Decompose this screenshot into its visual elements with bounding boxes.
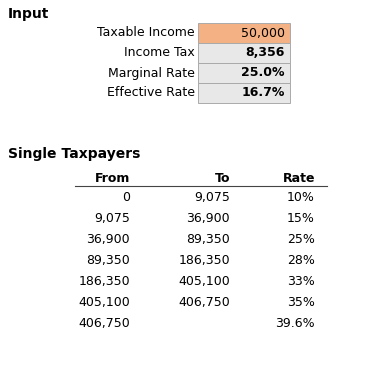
Text: Income Tax: Income Tax <box>124 46 195 59</box>
Bar <box>198 43 290 63</box>
Text: Rate: Rate <box>282 172 315 185</box>
Text: 8,356: 8,356 <box>246 46 285 59</box>
Text: 10%: 10% <box>287 191 315 204</box>
Text: 25%: 25% <box>287 233 315 246</box>
Bar <box>198 83 290 103</box>
Text: Input: Input <box>8 7 50 21</box>
Bar <box>198 63 290 83</box>
Text: 36,900: 36,900 <box>86 233 130 246</box>
Text: 406,750: 406,750 <box>78 317 130 330</box>
Text: 25.0%: 25.0% <box>241 66 285 80</box>
Text: 39.6%: 39.6% <box>275 317 315 330</box>
Text: 186,350: 186,350 <box>78 275 130 288</box>
Text: 89,350: 89,350 <box>186 233 230 246</box>
Text: Single Taxpayers: Single Taxpayers <box>8 147 140 161</box>
Text: 35%: 35% <box>287 296 315 309</box>
Text: From: From <box>95 172 130 185</box>
Text: 50,000: 50,000 <box>241 27 285 39</box>
Text: 186,350: 186,350 <box>178 254 230 267</box>
Text: 15%: 15% <box>287 212 315 225</box>
Text: 405,100: 405,100 <box>78 296 130 309</box>
Text: Taxable Income: Taxable Income <box>98 27 195 39</box>
Text: 89,350: 89,350 <box>86 254 130 267</box>
Text: Marginal Rate: Marginal Rate <box>108 66 195 80</box>
Text: To: To <box>215 172 230 185</box>
Bar <box>198 23 290 43</box>
Text: 36,900: 36,900 <box>186 212 230 225</box>
Text: 9,075: 9,075 <box>194 191 230 204</box>
Text: 0: 0 <box>122 191 130 204</box>
Text: Effective Rate: Effective Rate <box>107 87 195 100</box>
Text: 406,750: 406,750 <box>178 296 230 309</box>
Text: 33%: 33% <box>287 275 315 288</box>
Text: 405,100: 405,100 <box>178 275 230 288</box>
Text: 9,075: 9,075 <box>94 212 130 225</box>
Text: 16.7%: 16.7% <box>242 87 285 100</box>
Text: 28%: 28% <box>287 254 315 267</box>
